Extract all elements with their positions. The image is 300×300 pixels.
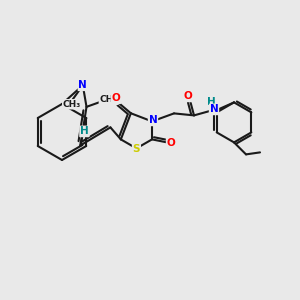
Text: N: N	[78, 80, 87, 90]
Text: CH₃: CH₃	[63, 100, 81, 109]
Text: O: O	[167, 138, 176, 148]
Text: CH₃: CH₃	[99, 95, 118, 104]
Text: S: S	[133, 144, 140, 154]
Text: O: O	[112, 93, 120, 103]
Text: N: N	[210, 104, 218, 114]
Text: N: N	[148, 116, 158, 125]
Text: H: H	[80, 126, 89, 136]
Text: O: O	[184, 92, 192, 101]
Text: H: H	[207, 98, 215, 107]
